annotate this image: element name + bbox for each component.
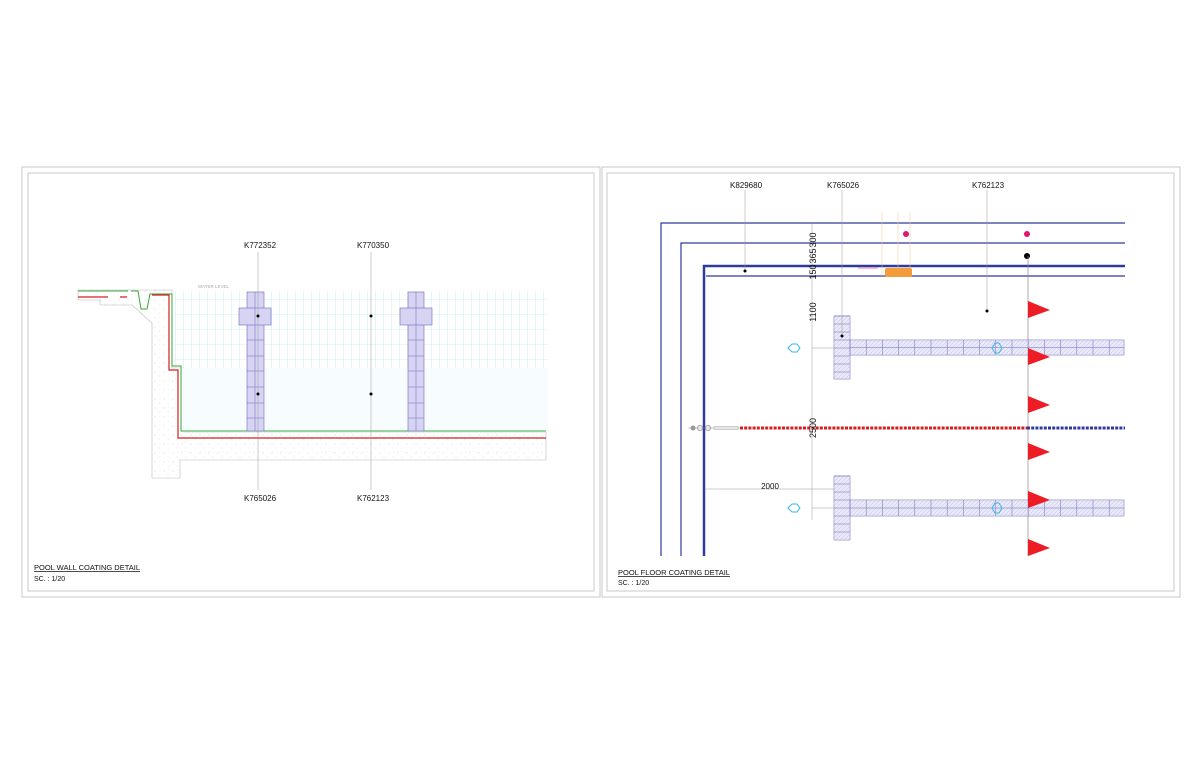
panel-scale: SC. : 1/20 — [34, 576, 65, 583]
flag-marker — [1028, 539, 1050, 556]
flag-marker — [1028, 443, 1050, 460]
pool-floor-panel: 300 365 150 1100 2500 2000 K829680 K7650… — [601, 166, 1181, 598]
inlet-fittings — [787, 342, 1003, 514]
panel-title: POOL FLOOR COATING DETAIL — [618, 568, 730, 577]
dimension-lines — [705, 223, 834, 520]
dimension-labels: 300 365 150 1100 2500 2000 — [761, 232, 818, 491]
flag-marker — [1028, 301, 1050, 318]
marker-dot — [903, 231, 909, 237]
membrane-red — [78, 294, 546, 439]
dim-365: 365 — [808, 248, 818, 263]
fittings — [858, 212, 912, 277]
panel-scale: SC. : 1/20 — [618, 580, 649, 587]
flag-marker — [1028, 491, 1050, 508]
wall-section: WATER LEVEL — [77, 284, 548, 479]
dim-2500: 2500 — [808, 418, 818, 438]
callout-k765026: K765026 — [827, 181, 860, 190]
dim-300: 300 — [808, 232, 818, 247]
callout-k762123: K762123 — [357, 494, 390, 503]
marker-dot — [1024, 231, 1030, 237]
flag-marker — [1028, 396, 1050, 413]
callout-k770350: K770350 — [357, 241, 390, 250]
dim-2000: 2000 — [761, 482, 779, 491]
callout-k762123: K762123 — [972, 181, 1005, 190]
water-level-label: WATER LEVEL — [198, 284, 230, 289]
leader-lines — [744, 190, 988, 336]
panel-frame-outer — [601, 166, 1181, 598]
pool-outline — [660, 222, 1125, 556]
tile-column-1 — [238, 291, 272, 432]
panel-frame-inner — [606, 172, 1175, 592]
callout-k765026: K765026 — [244, 494, 277, 503]
panel-frame-inner — [27, 172, 595, 592]
water-grid — [175, 291, 548, 368]
callout-k772352: K772352 — [244, 241, 277, 250]
leader-lines — [257, 252, 372, 490]
flag-marker — [1028, 348, 1050, 365]
rope-anchor — [688, 425, 740, 431]
dim-150: 150 — [808, 264, 818, 279]
membrane-green — [78, 290, 546, 432]
panel-frame-outer — [21, 166, 601, 598]
callout-k829680: K829680 — [730, 181, 763, 190]
lane-flags — [1028, 301, 1050, 556]
reference-point — [1024, 253, 1030, 259]
panel-title: POOL WALL COATING DETAIL — [34, 563, 140, 572]
pool-wall-panel: WATER LEVEL K772352 K770350 K765026 K762… — [21, 166, 601, 598]
dim-1100: 1100 — [808, 302, 818, 321]
